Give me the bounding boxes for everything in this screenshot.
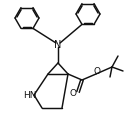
Text: O: O	[70, 88, 77, 97]
Text: O: O	[93, 67, 100, 76]
Text: HN: HN	[23, 91, 37, 101]
Text: N: N	[54, 40, 62, 51]
